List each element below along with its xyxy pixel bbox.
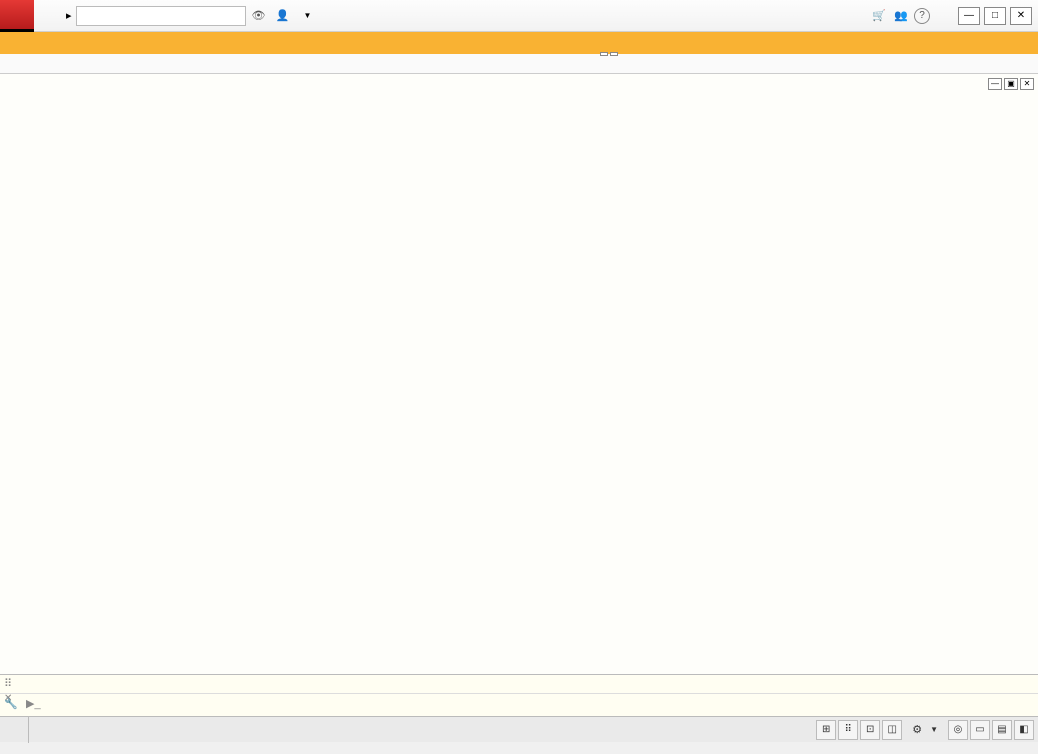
- binoculars-icon[interactable]: 👁: [250, 7, 268, 25]
- drawing-canvas[interactable]: — ▣ ✕: [0, 74, 1038, 674]
- dropdown-icon[interactable]: ▸: [66, 9, 72, 22]
- viewport-controls: — ▣ ✕: [988, 78, 1034, 90]
- maximize-button[interactable]: □: [984, 7, 1006, 25]
- grip-icon[interactable]: ⠿: [4, 677, 22, 691]
- x3-badge: [610, 52, 618, 56]
- snap2-toggle-icon[interactable]: ◫: [882, 720, 902, 740]
- hardware-icon[interactable]: ▤: [992, 720, 1012, 740]
- user-icon[interactable]: 👤: [274, 7, 292, 25]
- command-history: ⠿: [0, 675, 1038, 693]
- search-area: ▸ 👁: [54, 6, 268, 26]
- close-button[interactable]: ✕: [1010, 7, 1032, 25]
- cart-icon[interactable]: 🛒: [870, 7, 888, 25]
- app-menu-button[interactable]: [0, 0, 34, 32]
- gear-icon[interactable]: ⚙: [912, 723, 922, 736]
- title-bar: ▸ 👁 👤 ▼ 🛒 👥 ? — □ ✕: [0, 0, 1038, 32]
- clean-icon[interactable]: ◧: [1014, 720, 1034, 740]
- annotation-icon[interactable]: ◎: [948, 720, 968, 740]
- dropdown-icon[interactable]: ▼: [930, 725, 938, 734]
- x2x3-badges: [600, 52, 618, 56]
- minimize-button[interactable]: —: [958, 7, 980, 25]
- command-area: ⠿ 🔧 ▶_: [0, 674, 1038, 716]
- x2-badge: [600, 52, 608, 56]
- share-icon[interactable]: 👥: [892, 7, 910, 25]
- command-close-icon[interactable]: ✕: [4, 693, 12, 704]
- status-toggles: ⊞ ⠿ ⊡ ◫: [812, 720, 906, 740]
- vp-restore-icon[interactable]: ▣: [1004, 78, 1018, 90]
- ortho-toggle-icon[interactable]: ⊡: [860, 720, 880, 740]
- command-input[interactable]: [48, 698, 1034, 712]
- status-bar: ⊞ ⠿ ⊡ ◫ ⚙ ▼ ◎ ▭ ▤ ◧: [0, 716, 1038, 742]
- search-input[interactable]: [76, 6, 246, 26]
- ribbon-panel-tabs: [0, 54, 1038, 74]
- layout-tab[interactable]: [0, 717, 29, 743]
- dropdown-icon[interactable]: ▼: [304, 11, 312, 20]
- vp-close-icon[interactable]: ✕: [1020, 78, 1034, 90]
- ribbon-tabs: [0, 32, 1038, 54]
- grid-toggle-icon[interactable]: ⊞: [816, 720, 836, 740]
- vp-minimize-icon[interactable]: —: [988, 78, 1002, 90]
- help-icon[interactable]: ?: [914, 8, 930, 24]
- snap-toggle-icon[interactable]: ⠿: [838, 720, 858, 740]
- isolate-icon[interactable]: ▭: [970, 720, 990, 740]
- terminal-icon[interactable]: ▶_: [26, 697, 44, 713]
